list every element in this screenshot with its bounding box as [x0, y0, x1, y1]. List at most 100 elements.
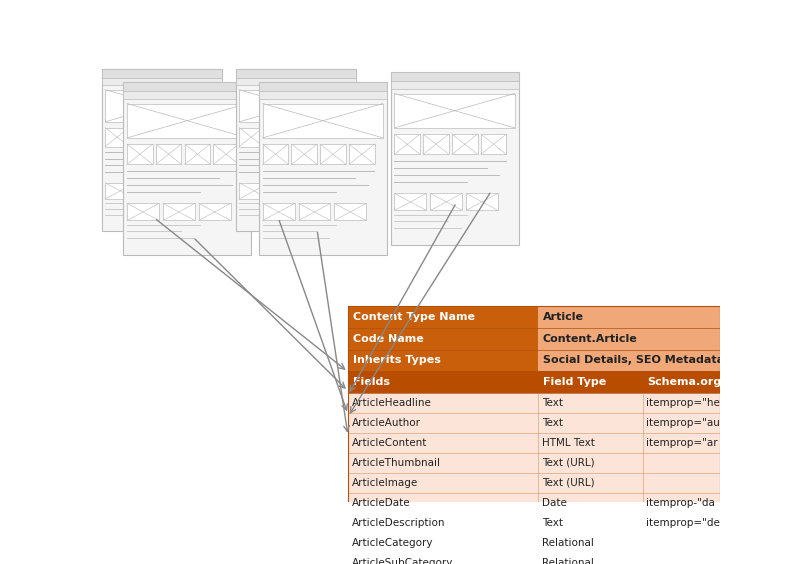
Bar [239, 183, 270, 199]
Bar [538, 371, 642, 393]
Text: Content Type Name: Content Type Name [353, 312, 474, 322]
Bar [348, 306, 538, 328]
Bar [394, 193, 426, 210]
Bar [138, 183, 169, 199]
Bar [186, 127, 210, 147]
Bar [214, 144, 239, 164]
Bar [466, 193, 498, 210]
Bar [239, 127, 263, 147]
Text: Text (URL): Text (URL) [542, 478, 594, 488]
Text: ArticleAuthor: ArticleAuthor [352, 418, 421, 428]
Text: Date: Date [542, 498, 566, 508]
Bar [159, 127, 183, 147]
Text: ArticleImage: ArticleImage [352, 478, 418, 488]
Bar [273, 183, 303, 199]
Text: ArticleDate: ArticleDate [352, 498, 410, 508]
Bar [538, 328, 720, 350]
Text: Field Type: Field Type [542, 377, 606, 387]
Bar [394, 94, 514, 128]
Bar [348, 513, 720, 533]
Text: Fields: Fields [353, 377, 390, 387]
Bar [349, 144, 374, 164]
Bar [123, 91, 251, 99]
Text: ArticleDescription: ArticleDescription [352, 518, 446, 528]
Bar [481, 134, 506, 155]
Bar [294, 127, 318, 147]
Bar [236, 69, 356, 78]
Bar [132, 127, 156, 147]
Bar [348, 371, 538, 393]
Text: Relational: Relational [542, 558, 594, 564]
Bar [390, 72, 518, 245]
Bar [320, 127, 344, 147]
Bar [156, 144, 182, 164]
Bar [102, 69, 222, 231]
Bar [198, 204, 230, 221]
Bar [423, 134, 449, 155]
Text: HTML Text: HTML Text [542, 438, 594, 448]
Bar [123, 82, 251, 255]
Text: itemprop="he: itemprop="he [646, 398, 720, 408]
Bar [102, 69, 222, 78]
Text: Text: Text [542, 518, 562, 528]
Bar [348, 393, 720, 413]
Text: Relational: Relational [542, 537, 594, 548]
Bar [259, 82, 386, 255]
Bar [306, 183, 337, 199]
Bar [266, 127, 290, 147]
Text: Code Name: Code Name [353, 334, 423, 343]
Bar [430, 193, 462, 210]
Bar [452, 134, 478, 155]
Text: itemprop="de: itemprop="de [646, 518, 720, 528]
Text: ArticleHeadline: ArticleHeadline [352, 398, 432, 408]
Text: ArticleCategory: ArticleCategory [352, 537, 434, 548]
Bar [348, 306, 720, 564]
Bar [320, 144, 346, 164]
Bar [538, 306, 720, 328]
Bar [163, 204, 195, 221]
Bar [105, 183, 135, 199]
Bar [348, 493, 720, 513]
Bar [348, 433, 720, 453]
Bar [394, 134, 420, 155]
Bar [298, 204, 330, 221]
Bar [348, 553, 720, 564]
Bar [123, 82, 251, 91]
Bar [348, 350, 538, 371]
Text: Inherits Types: Inherits Types [353, 355, 441, 365]
Bar [259, 91, 386, 99]
Bar [102, 78, 222, 85]
Text: Text: Text [542, 418, 562, 428]
Bar [348, 473, 720, 493]
Bar [185, 144, 210, 164]
Bar [239, 90, 352, 122]
Text: ArticleSubCategory: ArticleSubCategory [352, 558, 454, 564]
Bar [259, 82, 386, 91]
Bar [127, 104, 247, 138]
Bar [348, 413, 720, 433]
Bar [105, 127, 129, 147]
Bar [262, 204, 294, 221]
Bar [127, 204, 159, 221]
Text: itemprop="au: itemprop="au [646, 418, 720, 428]
Bar [642, 371, 720, 393]
Bar [291, 144, 317, 164]
Bar [348, 453, 720, 473]
Bar [348, 533, 720, 553]
Bar [236, 78, 356, 85]
Bar [334, 204, 366, 221]
Text: Content.Article: Content.Article [542, 334, 638, 343]
Text: Text (URL): Text (URL) [542, 458, 594, 468]
Text: itemprop-"da: itemprop-"da [646, 498, 715, 508]
Bar [348, 328, 538, 350]
Text: Social Details, SEO Metadata, NavigationDetails: Social Details, SEO Metadata, Navigation… [542, 355, 800, 365]
Bar [262, 104, 383, 138]
Bar [105, 90, 218, 122]
Text: ArticleContent: ArticleContent [352, 438, 427, 448]
Text: Article: Article [542, 312, 583, 322]
Bar [173, 183, 202, 199]
Text: Text: Text [542, 398, 562, 408]
Bar [390, 81, 518, 89]
Bar [127, 144, 153, 164]
Text: itemprop="ar: itemprop="ar [646, 438, 718, 448]
